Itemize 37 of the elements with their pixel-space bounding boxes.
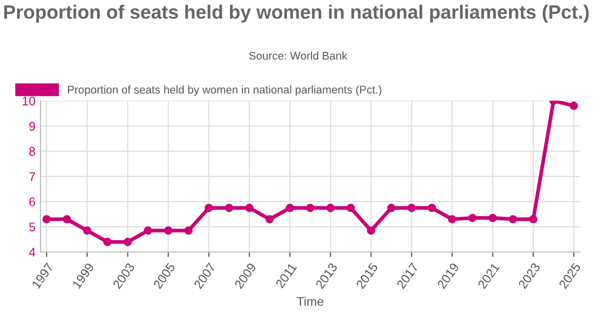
- point: [448, 215, 456, 224]
- point: [124, 238, 132, 246]
- y-tick-label: 4: [29, 248, 36, 257]
- source-note: Source: World Bank: [249, 52, 348, 60]
- x-axis-title: Time: [296, 296, 324, 306]
- legend-label: Proportion of seats held by women in national parliaments (Pct.): [68, 85, 382, 96]
- y-tick-label: 7: [29, 172, 36, 181]
- point: [265, 215, 274, 224]
- point: [144, 226, 152, 235]
- point: [62, 215, 72, 224]
- point: [204, 204, 213, 212]
- point: [42, 215, 51, 224]
- y-tick-label: 9: [29, 122, 36, 131]
- point: [224, 204, 234, 212]
- point: [83, 226, 92, 235]
- y-tick-label: 10: [22, 96, 36, 106]
- point: [346, 204, 355, 212]
- point: [529, 215, 538, 224]
- point: [488, 214, 497, 222]
- point: [428, 204, 436, 212]
- y-tick-label: 6: [29, 197, 36, 206]
- point: [407, 204, 416, 212]
- point: [468, 214, 477, 222]
- point: [286, 204, 294, 212]
- point: [508, 215, 518, 224]
- point: [184, 226, 193, 235]
- y-tick-label: 8: [29, 147, 36, 156]
- point: [387, 204, 396, 212]
- point: [103, 238, 112, 246]
- point: [245, 204, 254, 212]
- point: [570, 102, 578, 110]
- point: [164, 226, 172, 235]
- point: [306, 204, 314, 212]
- chart-title: Proportion of seats held by women in national parliaments (Pct.): [4, 4, 589, 23]
- point: [366, 226, 376, 235]
- point: [326, 204, 335, 212]
- y-tick-label: 5: [29, 222, 36, 232]
